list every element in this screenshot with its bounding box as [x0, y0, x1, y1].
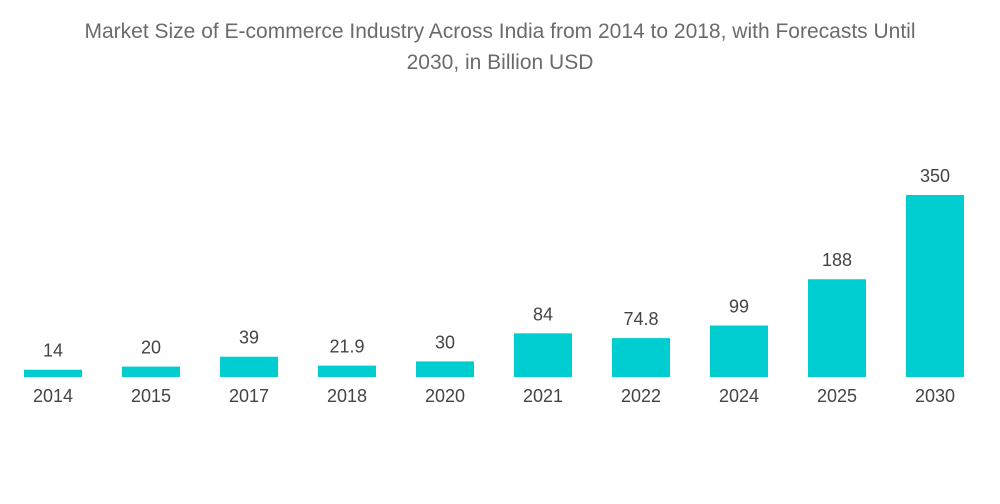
data-label-2030: 350: [920, 166, 950, 186]
data-label-2018: 21.9: [329, 337, 364, 357]
x-tick-label-2020: 2020: [425, 386, 465, 406]
bar-2025: [808, 279, 866, 377]
chart-title-line-1: Market Size of E-commerce Industry Acros…: [84, 20, 916, 43]
data-label-2021: 84: [533, 304, 553, 324]
data-label-2020: 30: [435, 332, 455, 352]
bar-2014: [24, 369, 82, 377]
x-tick-label-2030: 2030: [915, 386, 955, 406]
bar-2021: [514, 333, 572, 377]
data-label-2022: 74.8: [623, 309, 658, 329]
chart-title-line-2: 2030, in Billion USD: [406, 51, 594, 74]
x-tick-label-2025: 2025: [817, 386, 857, 406]
bar-2018: [318, 365, 376, 377]
bar-2022: [612, 338, 670, 377]
bar-2024: [710, 325, 768, 377]
x-tick-label-2022: 2022: [621, 386, 661, 406]
bar-2020: [416, 361, 474, 377]
x-tick-label-2017: 2017: [229, 386, 269, 406]
bar-2017: [220, 356, 278, 377]
x-tick-label-2021: 2021: [523, 386, 563, 406]
data-label-2024: 99: [729, 297, 749, 317]
x-tick-label-2014: 2014: [33, 386, 73, 406]
data-label-2015: 20: [141, 338, 161, 358]
data-label-2017: 39: [239, 328, 259, 348]
chart-title: Market Size of E-commerce Industry Acros…: [0, 16, 1000, 78]
bar-2015: [122, 366, 180, 377]
x-tick-label-2015: 2015: [131, 386, 171, 406]
x-tick-label-2024: 2024: [719, 386, 759, 406]
data-label-2014: 14: [43, 341, 63, 361]
data-label-2025: 188: [822, 250, 852, 270]
x-tick-label-2018: 2018: [327, 386, 367, 406]
bar-2030: [906, 195, 964, 377]
